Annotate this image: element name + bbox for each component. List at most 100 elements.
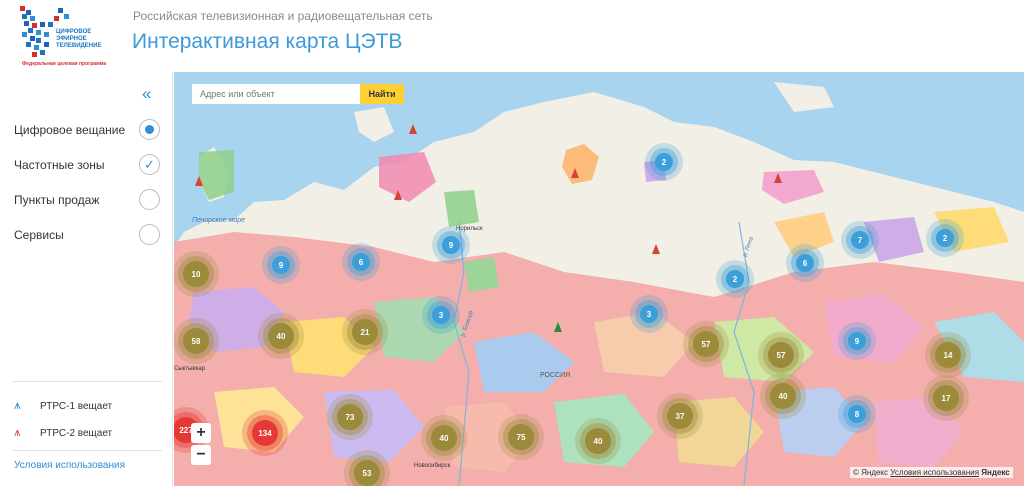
layer-services-toggle[interactable] (139, 224, 160, 245)
cluster-count: 7 (858, 236, 863, 245)
layer-frequency-zones-label[interactable]: Частотные зоны (14, 158, 105, 172)
antenna-icon: ⩚ (14, 398, 21, 412)
cluster-count: 134 (258, 429, 272, 438)
page-title: Интерактивная карта ЦЭТВ (132, 30, 403, 53)
butterfly-logo-icon (20, 6, 69, 57)
cluster-marker[interactable]: 17 (923, 375, 969, 421)
cluster-count: 3 (647, 310, 652, 319)
cluster-core (851, 231, 869, 249)
cluster-marker[interactable]: 75 (498, 414, 544, 460)
divider (12, 381, 162, 382)
cluster-count: 8 (855, 410, 860, 419)
zoom-in-button[interactable]: + (191, 423, 211, 443)
cluster-marker[interactable]: 40 (421, 415, 467, 461)
cluster-count: 9 (855, 337, 860, 346)
terms-link[interactable]: Условия использования (14, 460, 125, 471)
cluster-count: 40 (594, 437, 603, 446)
cluster-marker[interactable]: 14 (925, 332, 971, 378)
cluster-marker[interactable]: 6 (786, 244, 824, 282)
cluster-core (585, 428, 611, 454)
cluster-count: 2 (943, 234, 948, 243)
cluster-marker[interactable]: 8 (838, 395, 876, 433)
cluster-count: 57 (777, 351, 786, 360)
logo-text: Цифровое эфирное телевидение (56, 29, 102, 49)
cluster-count: 3 (439, 311, 444, 320)
header: Цифровое эфирное телевидение Федеральная… (0, 0, 1024, 72)
cluster-marker[interactable]: 37 (657, 393, 703, 439)
cluster-marker[interactable]: 40 (760, 373, 806, 419)
map-copyright: © Яндекс Условия использования Яндекс (850, 467, 1013, 478)
cluster-marker[interactable]: 3 (630, 295, 668, 333)
cluster-core (442, 236, 460, 254)
cluster-marker[interactable]: 21 (342, 309, 388, 355)
page-subtitle: Российская телевизионная и радиовещатель… (133, 9, 433, 23)
cluster-count: 73 (346, 413, 355, 422)
cluster-count: 227 (179, 426, 193, 435)
address-search-input[interactable] (192, 84, 360, 104)
cluster-count: 40 (779, 392, 788, 401)
cluster-core (432, 306, 450, 324)
yandex-logo: Яндекс (981, 468, 1010, 477)
collapse-sidebar-icon[interactable]: « (142, 84, 152, 103)
cluster-count: 75 (517, 433, 526, 442)
cluster-marker[interactable]: 2 (926, 219, 964, 257)
cluster-core (354, 460, 380, 486)
cluster-marker[interactable]: 10 (174, 251, 219, 297)
cluster-count: 37 (676, 412, 685, 421)
cluster-core (935, 342, 961, 368)
layer-sales-points-label[interactable]: Пункты продаж (14, 193, 100, 207)
cluster-marker[interactable]: 134 (242, 410, 288, 456)
layer-digital-broadcast-radio[interactable] (139, 119, 160, 140)
cluster-core (183, 328, 209, 354)
legend-rtrs1-label: РТРС-1 вещает (40, 401, 113, 412)
cluster-count: 14 (944, 351, 953, 360)
cluster-count: 10 (192, 270, 201, 279)
cluster-markers[interactable]: 10 9 6 9 58 40 21 3 2 2 3 57 6 7 2 57 9 14 227 134 73 40 75 40 3… (174, 143, 971, 486)
map-label-pechora-sea: Печорское море (192, 217, 245, 224)
cluster-marker[interactable]: 57 (758, 332, 804, 378)
cluster-marker[interactable]: 2 (716, 260, 754, 298)
search-button[interactable]: Найти (360, 84, 404, 104)
cluster-core (848, 405, 866, 423)
map-terms-link[interactable]: Условия использования (890, 468, 980, 477)
cluster-count: 9 (449, 241, 454, 250)
antenna-icon: ⩚ (14, 425, 21, 439)
cluster-marker[interactable]: 9 (432, 226, 470, 264)
divider (12, 450, 162, 451)
layer-sales-points-toggle[interactable] (139, 189, 160, 210)
logo[interactable]: Цифровое эфирное телевидение Федеральная… (14, 2, 124, 68)
cluster-core (693, 331, 719, 357)
cluster-core (183, 261, 209, 287)
rtrs2-tower-markers[interactable] (195, 124, 782, 332)
cluster-marker[interactable]: 53 (344, 450, 390, 486)
cluster-marker[interactable]: 57 (683, 321, 729, 367)
cluster-core (933, 385, 959, 411)
cluster-count: 21 (361, 328, 370, 337)
zoom-out-button[interactable]: − (191, 445, 211, 465)
cluster-marker[interactable]: 9 (838, 322, 876, 360)
sidebar: « Цифровое вещание Частотные зоны ✓ Пунк… (0, 72, 173, 486)
map-label-siktivkar: Сыктывкар (174, 366, 206, 372)
layer-frequency-zones-checkbox[interactable]: ✓ (139, 154, 160, 175)
cluster-count: 9 (279, 261, 284, 270)
legend-rtrs2-label: РТРС-2 вещает (40, 428, 113, 439)
cluster-marker[interactable]: 58 (174, 318, 219, 364)
cluster-count: 40 (277, 332, 286, 341)
map-canvas[interactable]: Печорское море РОССИЯ Норильск р. Енисей… (174, 72, 1024, 486)
cluster-marker[interactable]: 73 (327, 394, 373, 440)
cluster-core (655, 153, 673, 171)
cluster-core (268, 323, 294, 349)
cluster-count: 53 (363, 469, 372, 478)
cluster-marker[interactable]: 40 (258, 313, 304, 359)
cluster-marker[interactable]: 2 (645, 143, 683, 181)
layer-services-label[interactable]: Сервисы (14, 228, 64, 242)
cluster-core (352, 253, 370, 271)
cluster-marker[interactable]: 3 (422, 296, 460, 334)
legend-rtrs2: ⩚ РТРС-2 вещает (14, 425, 112, 440)
cluster-marker[interactable]: 6 (342, 243, 380, 281)
cluster-marker[interactable]: 40 (575, 418, 621, 464)
cluster-marker[interactable]: 7 (841, 221, 879, 259)
layer-digital-broadcast-label[interactable]: Цифровое вещание (14, 123, 126, 137)
cluster-marker[interactable]: 9 (262, 246, 300, 284)
map-graphic: Печорское море РОССИЯ Норильск р. Енисей… (174, 82, 1024, 486)
